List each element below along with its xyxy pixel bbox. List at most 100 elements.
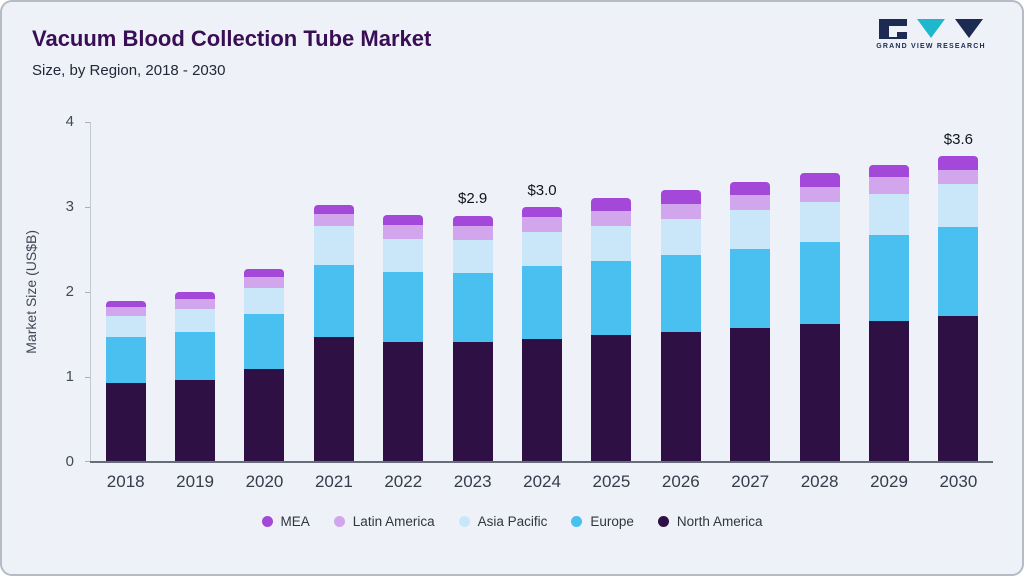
segment-europe <box>452 273 493 343</box>
stacked-bar <box>383 214 424 462</box>
segment-north-america <box>660 331 701 462</box>
y-axis-ticks: 0 1 2 3 4 <box>36 113 82 470</box>
segment-latin-america <box>522 217 563 232</box>
bar-column <box>91 122 160 462</box>
x-axis-label: 2022 <box>384 472 423 491</box>
segment-europe <box>591 261 632 336</box>
legend-swatch-icon <box>571 516 583 527</box>
segment-north-america <box>730 327 771 462</box>
legend-swatch-icon <box>333 516 345 527</box>
stacked-bar <box>591 198 632 462</box>
x-axis-label: 2020 <box>245 472 284 491</box>
x-axis-label: 2029 <box>870 472 908 491</box>
bar-column: $3.6 <box>924 122 993 462</box>
x-axis-label: 2026 <box>661 472 700 491</box>
segment-north-america <box>938 315 979 462</box>
bar-column <box>577 122 646 462</box>
segment-latin-america <box>868 177 909 194</box>
segment-europe <box>799 241 840 325</box>
bar-column <box>785 122 854 462</box>
segment-mea <box>660 190 701 204</box>
legend-item-mea: MEA <box>261 514 310 529</box>
value-annotation: $3.0 <box>527 182 557 199</box>
y-tick-mark <box>85 292 91 293</box>
stacked-bar <box>938 155 979 462</box>
segment-asia-pacific <box>938 184 979 227</box>
segment-north-america <box>105 383 146 462</box>
legend-swatch-icon <box>458 516 470 527</box>
y-tick-mark <box>85 377 91 378</box>
segment-latin-america <box>799 186 840 202</box>
segment-mea <box>868 164 909 178</box>
segment-mea <box>452 215 493 226</box>
x-axis-label: 2021 <box>314 472 353 491</box>
segment-asia-pacific <box>730 210 771 249</box>
y-tick-mark <box>85 207 91 208</box>
y-tick-label: 2 <box>65 283 74 300</box>
brand-logo-text: GRAND VIEW RESEARCH <box>876 43 986 50</box>
y-tick-label: 3 <box>65 198 74 215</box>
y-tick-label: 0 <box>65 453 74 470</box>
x-axis-line <box>90 461 993 463</box>
segment-mea <box>522 206 563 218</box>
segment-asia-pacific <box>591 226 632 262</box>
value-annotation: $2.9 <box>458 190 488 207</box>
legend-item-north-america: North America <box>657 514 762 529</box>
segment-europe <box>660 255 701 332</box>
page-title: Vacuum Blood Collection Tube Market <box>32 26 432 51</box>
segment-latin-america <box>660 203 701 219</box>
segment-latin-america <box>313 213 354 227</box>
legend-swatch-icon <box>657 516 669 527</box>
stacked-bar <box>868 164 909 462</box>
segment-europe <box>105 337 146 383</box>
segment-latin-america <box>591 211 632 227</box>
plot-area: $2.9 $3.0 $3.6 <box>91 122 993 462</box>
segment-north-america <box>244 368 285 462</box>
legend-item-europe: Europe <box>571 514 634 529</box>
segment-mea <box>175 291 216 299</box>
segment-europe <box>522 266 563 339</box>
segment-europe <box>383 271 424 343</box>
segment-mea <box>383 214 424 225</box>
segment-asia-pacific <box>244 287 285 315</box>
legend-item-asia-pacific: Asia Pacific <box>458 514 548 529</box>
stacked-bar <box>522 206 563 462</box>
legend-swatch-icon <box>261 516 273 527</box>
bar-column <box>230 122 299 462</box>
bar-column <box>646 122 715 462</box>
segment-latin-america <box>175 298 216 309</box>
y-tick-label: 4 <box>65 113 74 130</box>
segment-europe <box>868 235 909 321</box>
segment-mea <box>730 181 771 196</box>
segment-asia-pacific <box>799 201 840 242</box>
legend-label: Europe <box>590 514 634 529</box>
x-axis-label: 2028 <box>800 472 839 491</box>
x-axis-label: 2025 <box>592 472 631 491</box>
x-axis-label: 2024 <box>523 472 561 491</box>
stacked-bar <box>452 215 493 462</box>
stacked-bar <box>313 205 354 462</box>
segment-north-america <box>522 338 563 462</box>
segment-latin-america <box>938 169 979 185</box>
y-axis-tickmarks <box>85 122 91 462</box>
stacked-bar <box>799 173 840 462</box>
legend-item-latin-america: Latin America <box>333 514 435 529</box>
segment-latin-america <box>730 195 771 211</box>
bar-column <box>716 122 785 462</box>
bar-column: $3.0 <box>507 122 576 462</box>
segment-asia-pacific <box>175 308 216 332</box>
bar-column <box>160 122 229 462</box>
segment-north-america <box>452 342 493 462</box>
segment-latin-america <box>383 224 424 240</box>
x-axis-label: 2018 <box>106 472 145 491</box>
segment-mea <box>938 155 979 170</box>
segment-latin-america <box>105 306 146 316</box>
bar-column: $2.9 <box>438 122 507 462</box>
segment-mea <box>244 269 285 277</box>
segment-asia-pacific <box>660 218 701 256</box>
y-axis-line <box>90 122 91 462</box>
segment-north-america <box>799 324 840 462</box>
bar-column <box>854 122 923 462</box>
legend-label: Asia Pacific <box>477 514 548 529</box>
